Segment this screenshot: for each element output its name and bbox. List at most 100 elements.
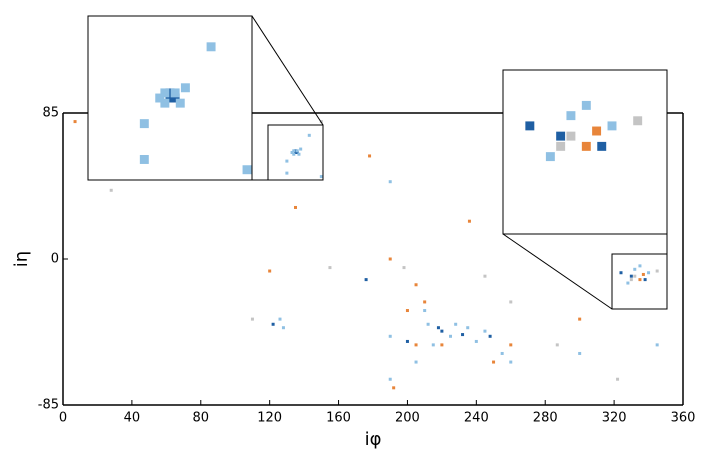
hit — [638, 278, 642, 282]
hit — [290, 151, 294, 155]
x-tick-label: 0 — [59, 411, 67, 426]
hit — [319, 175, 323, 179]
hit — [509, 360, 513, 364]
y-tick-label: 0 — [51, 252, 59, 267]
hit — [405, 309, 409, 313]
hit — [655, 343, 659, 347]
hit — [449, 334, 452, 338]
hit — [414, 360, 418, 364]
inset-hit — [545, 152, 555, 162]
hit — [655, 269, 659, 273]
hit — [440, 329, 444, 333]
hit — [431, 343, 435, 347]
hit — [271, 322, 275, 326]
hit — [388, 334, 392, 338]
hit — [466, 326, 470, 330]
x-tick-label: 200 — [395, 411, 420, 426]
hit — [633, 267, 637, 271]
hit — [629, 274, 633, 278]
hit — [73, 120, 77, 124]
inset-hit — [139, 119, 149, 129]
hit — [483, 274, 487, 278]
hit — [402, 266, 406, 270]
inset-hit — [607, 121, 617, 131]
hit — [281, 326, 285, 330]
hit — [488, 334, 492, 338]
inset-hit — [592, 126, 602, 136]
hit — [250, 317, 254, 321]
hit — [292, 149, 296, 153]
inset-hit — [525, 121, 535, 131]
x-tick-label: 120 — [257, 411, 282, 426]
hit — [328, 266, 332, 270]
y-tick-label: -85 — [38, 398, 59, 413]
inset-hit — [556, 131, 566, 141]
hit — [638, 264, 642, 268]
inset-hit — [566, 131, 576, 141]
x-tick-label: 240 — [464, 411, 489, 426]
hit — [364, 278, 368, 282]
x-tick-label: 280 — [533, 411, 558, 426]
hit — [626, 281, 630, 285]
hit — [388, 257, 392, 261]
inset-hit — [581, 100, 591, 110]
inset-hit — [170, 93, 180, 103]
hit — [278, 317, 282, 321]
x-tick-label: 80 — [193, 411, 210, 426]
x-tick-label: 40 — [124, 411, 141, 426]
hit — [268, 269, 272, 273]
hit — [467, 219, 471, 223]
inset-hit — [165, 88, 175, 98]
hit — [414, 283, 418, 287]
inset-hit — [581, 141, 591, 151]
inset-box — [502, 69, 668, 235]
connector — [251, 15, 324, 126]
inset-hit — [160, 98, 170, 108]
hit — [295, 151, 299, 155]
hit — [295, 149, 299, 153]
hit — [299, 147, 303, 151]
inset-hit — [139, 155, 149, 164]
hit — [388, 377, 392, 381]
hit — [578, 317, 582, 321]
x-axis-title: iφ — [365, 429, 382, 450]
y-tick-label: 85 — [42, 106, 59, 121]
inset-hit — [206, 42, 216, 52]
hit — [388, 180, 392, 184]
hit — [440, 343, 444, 347]
hit — [294, 149, 297, 153]
inset-hit — [566, 111, 576, 121]
inset-hit — [180, 83, 190, 93]
hit — [578, 351, 582, 355]
x-tick-label: 360 — [671, 411, 696, 426]
hit — [294, 205, 297, 209]
hit — [509, 300, 513, 304]
connector — [502, 233, 613, 310]
hit — [436, 326, 440, 330]
hit — [641, 272, 645, 276]
hit — [392, 386, 396, 390]
hit — [405, 339, 409, 343]
hit — [555, 343, 559, 347]
hit — [285, 171, 289, 175]
hit — [629, 278, 633, 282]
inset-hit — [633, 116, 643, 126]
y-axis-title: iη — [11, 251, 32, 267]
x-tick-label: 320 — [602, 411, 627, 426]
zoom-region — [611, 253, 668, 310]
hit — [461, 333, 465, 337]
inset-hit — [155, 93, 165, 103]
hit — [474, 339, 478, 343]
zoom-region — [267, 124, 324, 181]
hit — [285, 159, 289, 163]
hit — [426, 322, 430, 326]
inset-hit — [175, 98, 185, 108]
inset-hit — [170, 88, 180, 98]
inset-hit — [597, 141, 607, 151]
hit — [483, 329, 487, 333]
inset-hit — [556, 141, 566, 151]
hit — [307, 133, 311, 137]
hit — [633, 274, 637, 278]
hit — [423, 309, 427, 313]
